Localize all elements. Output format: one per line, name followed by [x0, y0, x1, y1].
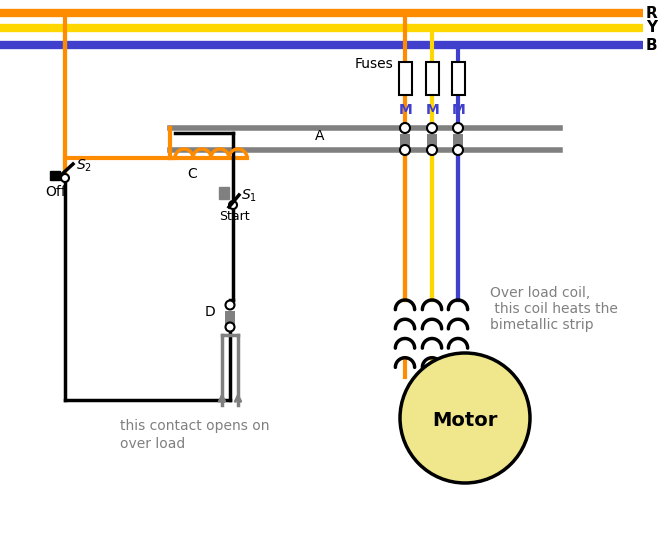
Text: Off: Off	[45, 185, 66, 199]
Bar	[219, 187, 229, 199]
Text: M: M	[426, 103, 440, 117]
Bar	[426, 62, 439, 95]
Text: M: M	[399, 103, 413, 117]
Circle shape	[225, 300, 235, 309]
Text: Over load coil,: Over load coil,	[490, 286, 590, 300]
Text: this coil heats the: this coil heats the	[490, 302, 618, 316]
Bar	[427, 134, 437, 152]
Bar	[400, 134, 410, 152]
Text: A: A	[315, 129, 324, 143]
Text: D: D	[205, 305, 215, 319]
Circle shape	[427, 123, 437, 133]
Text: this contact opens on: this contact opens on	[120, 419, 269, 433]
Bar	[50, 171, 60, 180]
Circle shape	[453, 145, 463, 155]
Text: B: B	[646, 37, 658, 53]
Circle shape	[229, 201, 237, 209]
Circle shape	[453, 123, 463, 133]
Text: $S_1$: $S_1$	[241, 188, 257, 204]
Text: M: M	[452, 103, 465, 117]
Bar	[453, 134, 463, 152]
Circle shape	[400, 145, 410, 155]
Text: Y: Y	[646, 21, 657, 35]
Circle shape	[61, 174, 69, 182]
Text: $S_2$: $S_2$	[76, 158, 92, 175]
Text: R: R	[646, 5, 658, 21]
Circle shape	[225, 322, 235, 332]
Text: Fuses: Fuses	[355, 57, 394, 71]
Text: bimetallic strip: bimetallic strip	[490, 318, 593, 332]
Bar	[399, 62, 412, 95]
Bar	[452, 62, 465, 95]
Text: Start: Start	[219, 210, 250, 223]
Bar	[225, 311, 235, 329]
Circle shape	[427, 145, 437, 155]
Text: Motor: Motor	[432, 410, 498, 429]
Circle shape	[400, 353, 530, 483]
Text: over load: over load	[120, 437, 185, 451]
Text: C: C	[187, 167, 197, 181]
Circle shape	[400, 123, 410, 133]
